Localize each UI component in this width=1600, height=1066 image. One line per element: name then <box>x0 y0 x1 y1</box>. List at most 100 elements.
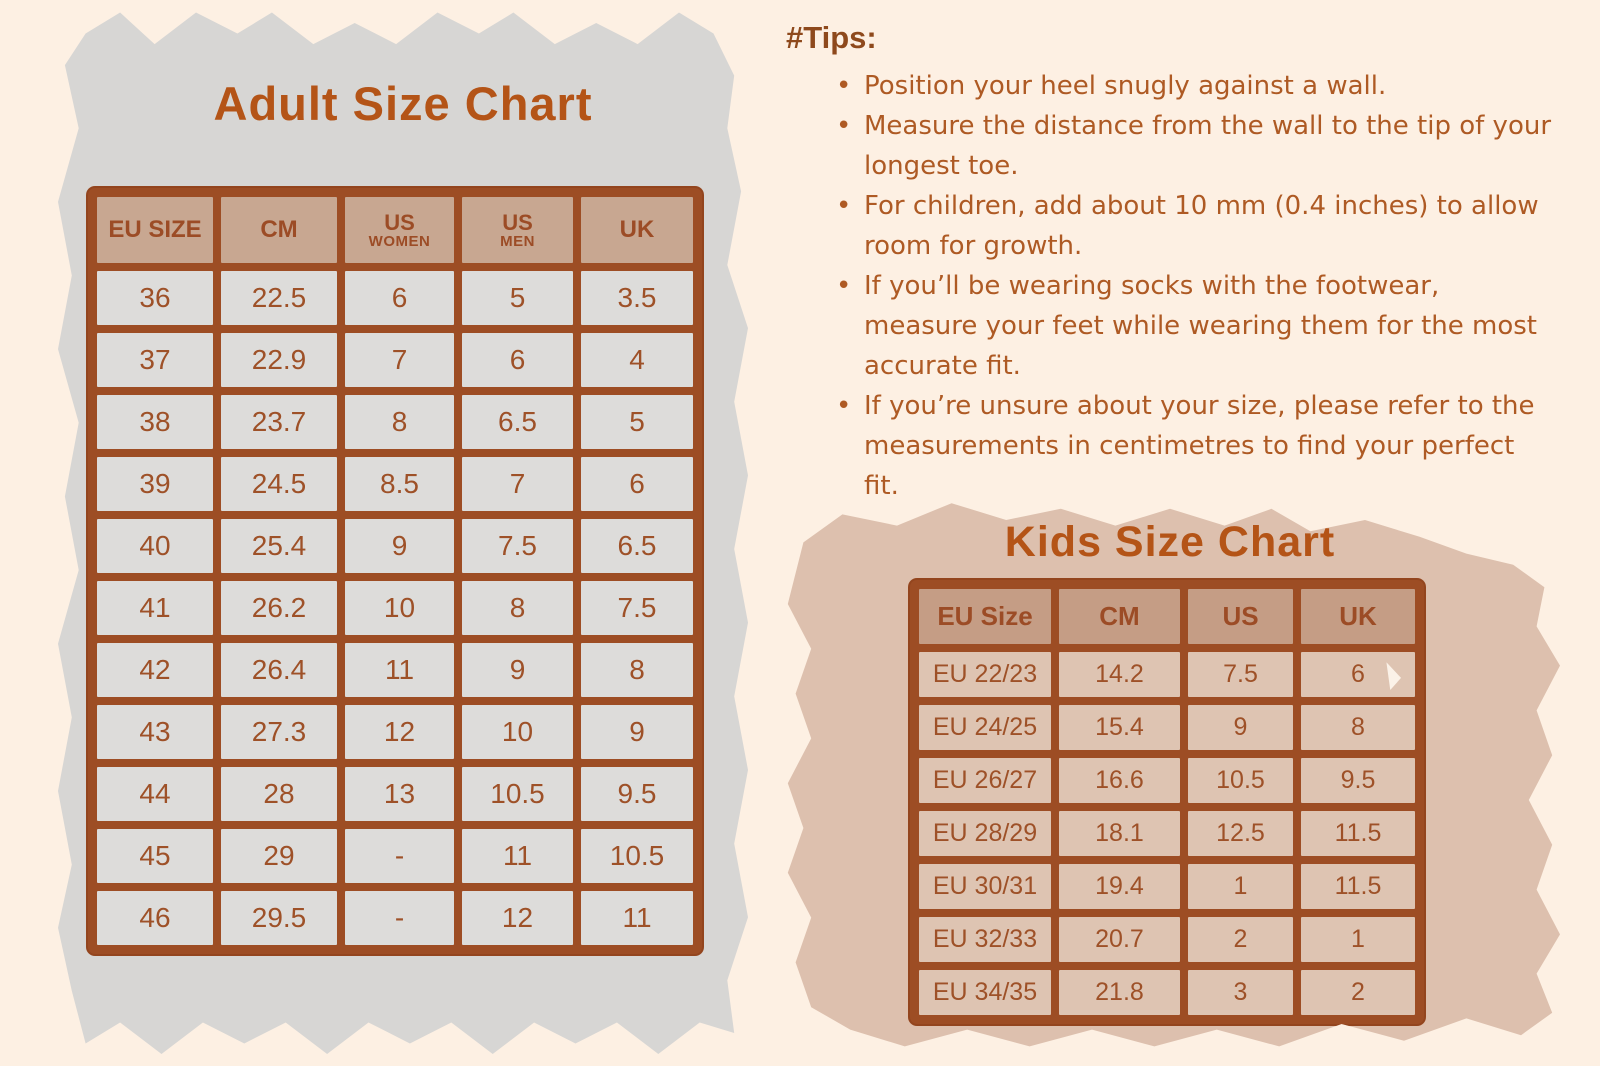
table-cell: 5 <box>581 395 693 449</box>
table-cell: 10.5 <box>462 767 573 821</box>
table-cell: 8.5 <box>345 457 454 511</box>
adult-col-header-us-women-line2: WOMEN <box>368 232 431 250</box>
table-cell: 2 <box>1301 970 1415 1015</box>
table-cell: 19.4 <box>1059 864 1180 909</box>
table-cell: 8 <box>1301 705 1415 750</box>
table-cell: EU 24/25 <box>919 705 1051 750</box>
table-cell: 11.5 <box>1301 864 1415 909</box>
table-cell: 10 <box>345 581 454 635</box>
table-cell: 6 <box>581 457 693 511</box>
table-cell: 11 <box>462 829 573 883</box>
table-cell: 18.1 <box>1059 811 1180 856</box>
table-cell: EU 26/27 <box>919 758 1051 803</box>
table-cell: 43 <box>97 705 213 759</box>
table-cell: 37 <box>97 333 213 387</box>
list-item: • If you’ll be wearing socks with the fo… <box>836 266 1552 386</box>
table-cell: 10.5 <box>581 829 693 883</box>
table-cell: 13 <box>345 767 454 821</box>
adult-col-header-uk: UK <box>581 197 693 263</box>
table-cell: 7 <box>462 457 573 511</box>
table-cell: - <box>345 891 454 945</box>
table-cell: 9 <box>462 643 573 697</box>
table-cell: EU 22/23 <box>919 652 1051 697</box>
list-item: • If you’re unsure about your size, plea… <box>836 386 1552 506</box>
table-cell: 22.5 <box>221 271 337 325</box>
table-cell: 22.9 <box>221 333 337 387</box>
table-cell: 12.5 <box>1188 811 1293 856</box>
table-cell: 7.5 <box>581 581 693 635</box>
list-item: • Position your heel snugly against a wa… <box>836 66 1552 106</box>
kids-chart-title: Kids Size Chart <box>1004 518 1336 566</box>
tip-text: Position your heel snugly against a wall… <box>864 71 1387 101</box>
bullet-icon: • <box>836 391 852 421</box>
table-cell: 2 <box>1188 917 1293 962</box>
kids-col-header-us: US <box>1188 589 1293 644</box>
tips-heading: #Tips: <box>786 20 877 55</box>
tips-section: #Tips: • Position your heel snugly again… <box>786 20 1552 506</box>
table-cell: 11 <box>345 643 454 697</box>
tip-text: If you’ll be wearing socks with the foot… <box>864 271 1537 381</box>
table-cell: 9 <box>581 705 693 759</box>
table-cell: 28 <box>221 767 337 821</box>
table-cell: 6 <box>462 333 573 387</box>
table-cell: 9.5 <box>1301 758 1415 803</box>
table-cell: 23.7 <box>221 395 337 449</box>
tips-list: • Position your heel snugly against a wa… <box>836 66 1552 506</box>
table-cell: EU 32/33 <box>919 917 1051 962</box>
table-cell: 6 <box>345 271 454 325</box>
table-cell: 9 <box>345 519 454 573</box>
table-cell: EU 34/35 <box>919 970 1051 1015</box>
adult-col-header-us-men-line1: US <box>502 209 533 235</box>
table-cell: 8 <box>462 581 573 635</box>
table-cell: 14.2 <box>1059 652 1180 697</box>
bullet-icon: • <box>836 271 852 301</box>
adult-size-table: EU SIZE CM US WOMEN US MEN UK 36 22.5 6 … <box>88 188 702 954</box>
table-cell: 1 <box>1188 864 1293 909</box>
table-cell: 45 <box>97 829 213 883</box>
table-cell: 6.5 <box>581 519 693 573</box>
list-item: • For children, add about 10 mm (0.4 inc… <box>836 186 1552 266</box>
table-cell: 27.3 <box>221 705 337 759</box>
table-cell: 7 <box>345 333 454 387</box>
tip-text: If you’re unsure about your size, please… <box>864 391 1535 501</box>
table-cell: 7.5 <box>1188 652 1293 697</box>
table-cell: 29.5 <box>221 891 337 945</box>
table-cell: 20.7 <box>1059 917 1180 962</box>
table-cell: 10 <box>462 705 573 759</box>
table-cell: 39 <box>97 457 213 511</box>
table-cell: 42 <box>97 643 213 697</box>
bullet-icon: • <box>836 191 852 221</box>
tip-text: Measure the distance from the wall to th… <box>864 111 1552 181</box>
adult-col-header-us-men-line2: MEN <box>500 232 535 250</box>
adult-chart-panel: Adult Size Chart EU SIZE CM US WOMEN US … <box>58 12 748 1054</box>
table-cell: 25.4 <box>221 519 337 573</box>
table-cell: 38 <box>97 395 213 449</box>
table-cell: 12 <box>462 891 573 945</box>
adult-col-header-us-women: US WOMEN <box>345 197 454 263</box>
table-cell: 1 <box>1301 917 1415 962</box>
table-cell: 40 <box>97 519 213 573</box>
table-cell: EU 30/31 <box>919 864 1051 909</box>
kids-col-header-eu-size: EU Size <box>919 589 1051 644</box>
table-cell: 12 <box>345 705 454 759</box>
kids-chart-panel: Kids Size Chart EU Size CM US UK EU 22/2… <box>787 503 1560 1047</box>
table-cell: 9 <box>1188 705 1293 750</box>
table-cell: EU 28/29 <box>919 811 1051 856</box>
kids-col-header-cm: CM <box>1059 589 1180 644</box>
table-cell: 11 <box>581 891 693 945</box>
adult-col-header-cm: CM <box>221 197 337 263</box>
table-cell: 9.5 <box>581 767 693 821</box>
table-cell: 44 <box>97 767 213 821</box>
table-cell: - <box>345 829 454 883</box>
bullet-icon: • <box>836 71 852 101</box>
table-cell: 36 <box>97 271 213 325</box>
table-cell: 8 <box>345 395 454 449</box>
table-cell: 24.5 <box>221 457 337 511</box>
table-cell: 46 <box>97 891 213 945</box>
adult-col-header-us-men: US MEN <box>462 197 573 263</box>
adult-col-header-eu-size: EU SIZE <box>97 197 213 263</box>
table-cell: 5 <box>462 271 573 325</box>
table-cell: 4 <box>581 333 693 387</box>
table-cell: 7.5 <box>462 519 573 573</box>
table-cell: 3 <box>1188 970 1293 1015</box>
